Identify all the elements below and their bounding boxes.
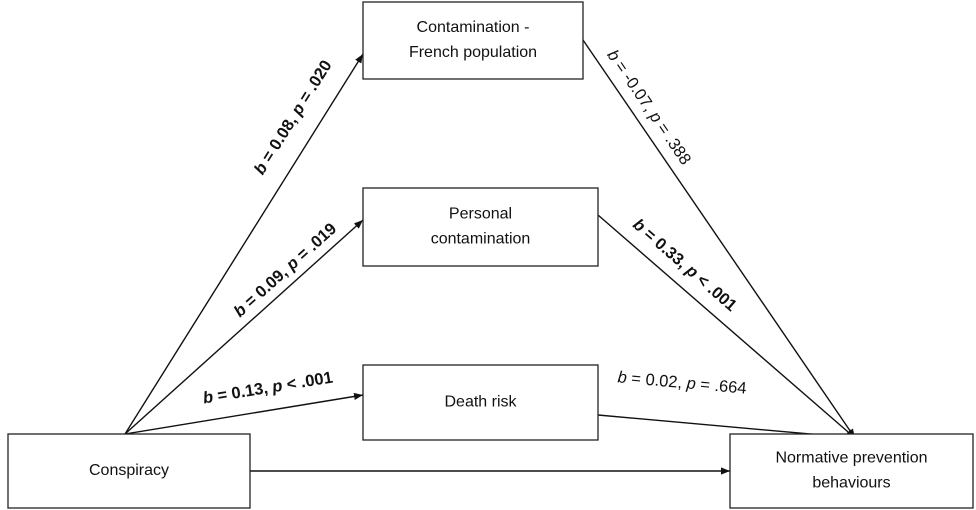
node-label: Normative prevention xyxy=(775,450,927,467)
node-label: contamination xyxy=(431,231,531,248)
node-box xyxy=(362,1,584,80)
node-box xyxy=(362,187,599,267)
node-label: Conspiracy xyxy=(89,462,169,479)
node-label: Death risk xyxy=(444,394,517,411)
node-label: French population xyxy=(409,44,537,61)
nodes: Conspiracy Contamination - French populati… xyxy=(7,1,974,509)
edge-label-part: = 0.33, xyxy=(637,222,694,275)
edge-label-part: = 0.13, xyxy=(212,379,274,406)
node-box xyxy=(729,433,974,509)
edge: b = 0.02, p = .664 xyxy=(597,369,856,441)
edge-arrow xyxy=(597,214,856,439)
node-box xyxy=(362,364,599,441)
edge-label: b = 0.13, p < .001 xyxy=(202,369,334,408)
edge-label-part: p xyxy=(685,375,697,394)
edge-label: b = -0.07, p = .388 xyxy=(603,47,694,169)
edge-arrow xyxy=(582,39,856,439)
node: Conspiracy xyxy=(7,433,251,509)
node-box xyxy=(7,433,251,509)
edge-label: b = 0.33, p < .001 xyxy=(629,216,740,316)
edge-label-part: = .019 xyxy=(290,220,340,267)
edge: b = 0.09, p = .019 xyxy=(124,219,364,435)
edge: b = 0.33, p < .001 xyxy=(597,214,856,439)
edge-label-part: b xyxy=(617,369,628,388)
edge-label: b = 0.02, p = .664 xyxy=(617,369,747,398)
edge-label-part: < .001 xyxy=(690,268,740,315)
edge-arrow xyxy=(124,392,364,435)
node-label: behaviours xyxy=(812,475,890,492)
edge-label: b = 0.09, p = .019 xyxy=(231,220,341,321)
node: Contamination - French population xyxy=(362,1,584,80)
edge-label-part: = 0.02, xyxy=(626,369,687,392)
edge-label-part: p xyxy=(270,377,284,397)
node: Normative prevention behaviours xyxy=(729,433,974,509)
node: Personal contamination xyxy=(362,187,599,267)
edge-label-part: = .388 xyxy=(650,116,694,168)
edge-arrow xyxy=(124,219,364,435)
edge-label-part: = .664 xyxy=(695,376,747,398)
edge-label-part: = -0.07, xyxy=(608,54,660,118)
edge-label-part: b xyxy=(202,388,215,407)
edge-label-part: = .020 xyxy=(294,57,336,110)
node-label: Contamination - xyxy=(417,19,530,36)
node: Death risk xyxy=(362,364,599,441)
edge-arrow xyxy=(124,53,364,435)
edge-label-part: < .001 xyxy=(281,369,334,395)
node-label: Personal xyxy=(449,206,512,223)
